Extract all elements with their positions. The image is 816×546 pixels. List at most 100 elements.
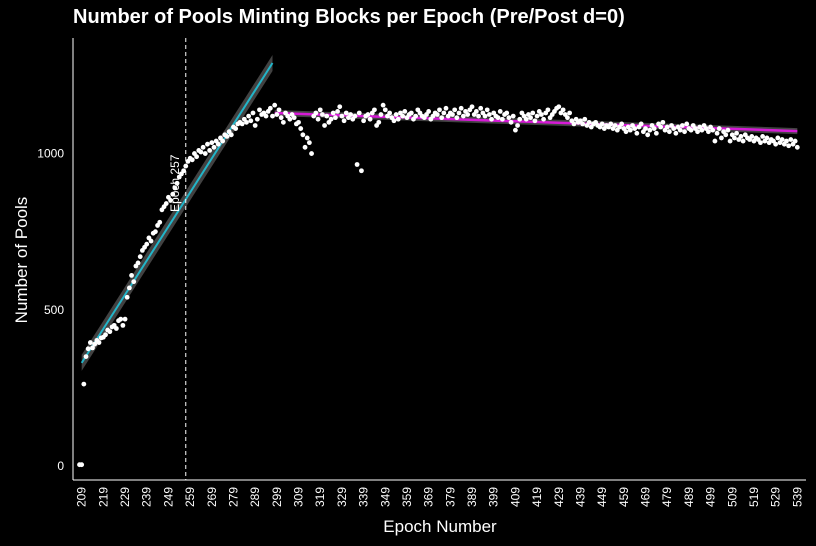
data-point (727, 138, 733, 144)
data-point (740, 138, 746, 144)
data-point (302, 144, 308, 150)
data-point (454, 115, 460, 121)
y-axis-title: Number of Pools (12, 197, 31, 324)
data-point (287, 116, 293, 122)
data-point (486, 112, 492, 117)
data-point (632, 126, 638, 131)
data-point (413, 113, 419, 119)
data-point (215, 141, 221, 147)
data-point (296, 119, 301, 125)
data-point (560, 107, 566, 113)
data-point (81, 381, 87, 387)
data-point (220, 138, 226, 144)
data-point (250, 110, 256, 116)
data-point (124, 294, 130, 300)
data-point (280, 119, 286, 125)
data-point (324, 113, 330, 119)
data-point (313, 110, 319, 116)
data-point (688, 127, 694, 133)
data-point (539, 112, 544, 117)
data-point (710, 127, 716, 133)
data-point (484, 107, 490, 113)
data-point (172, 185, 178, 191)
confidence-band-layer (81, 54, 798, 371)
data-point (163, 201, 169, 206)
data-point (647, 127, 653, 133)
data-point (300, 132, 306, 138)
data-point (239, 121, 245, 127)
data-point (122, 316, 128, 322)
data-point (354, 162, 360, 167)
x-tick-label: 339 (357, 487, 371, 507)
x-tick-label: 219 (96, 487, 110, 507)
data-point (499, 116, 505, 122)
data-point (90, 345, 95, 351)
x-tick-label: 209 (75, 487, 89, 507)
y-tick-label: 500 (44, 303, 64, 317)
data-point (619, 121, 625, 127)
x-tick-label: 329 (335, 487, 349, 507)
data-point (367, 116, 373, 122)
data-point (725, 127, 731, 133)
data-point (738, 133, 744, 139)
data-point (506, 115, 512, 121)
data-point (131, 279, 137, 285)
data-point (148, 238, 154, 244)
data-point (476, 113, 481, 119)
data-point (458, 105, 464, 111)
chart-title: Number of Pools Minting Blocks per Epoch… (73, 6, 625, 28)
x-tick-label: 519 (747, 487, 761, 507)
data-point (530, 110, 536, 116)
data-point (263, 113, 269, 119)
data-point (118, 316, 124, 322)
data-point (129, 272, 134, 278)
data-point (322, 123, 327, 128)
data-point (489, 116, 494, 122)
data-point (298, 126, 304, 131)
data-point (586, 119, 592, 125)
data-point (382, 107, 388, 113)
data-point (478, 105, 484, 111)
data-point (252, 123, 258, 128)
data-point (450, 112, 455, 117)
data-point (556, 104, 562, 110)
data-point (341, 118, 347, 124)
data-point (645, 132, 651, 138)
data-point (567, 110, 573, 116)
data-point (788, 137, 794, 142)
data-point (732, 135, 737, 141)
data-point (634, 130, 640, 136)
data-point (137, 254, 143, 260)
data-point (460, 113, 466, 119)
data-point (599, 121, 605, 127)
data-point (246, 113, 252, 119)
data-point (365, 112, 371, 117)
data-point (784, 138, 789, 144)
data-point (571, 121, 577, 127)
data-point (328, 116, 334, 122)
data-point (439, 115, 445, 121)
data-point (356, 110, 362, 116)
data-point (671, 126, 677, 131)
data-point (395, 116, 401, 122)
data-point (677, 127, 683, 133)
data-point (426, 109, 432, 114)
data-point (651, 126, 657, 131)
data-point (508, 119, 514, 125)
data-point (775, 135, 781, 141)
data-point (760, 133, 766, 139)
data-point (96, 340, 102, 345)
data-point (107, 329, 113, 335)
data-point (482, 113, 488, 119)
reference-line-label: Epoch 257 (168, 154, 182, 212)
data-point (786, 143, 792, 149)
data-point (257, 107, 262, 113)
data-point (773, 141, 779, 147)
x-tick-label: 419 (530, 487, 544, 507)
data-point (534, 113, 540, 119)
x-tick-label: 489 (682, 487, 696, 507)
data-point (434, 112, 440, 117)
data-point (315, 116, 321, 122)
x-tick-label: 309 (292, 487, 306, 507)
